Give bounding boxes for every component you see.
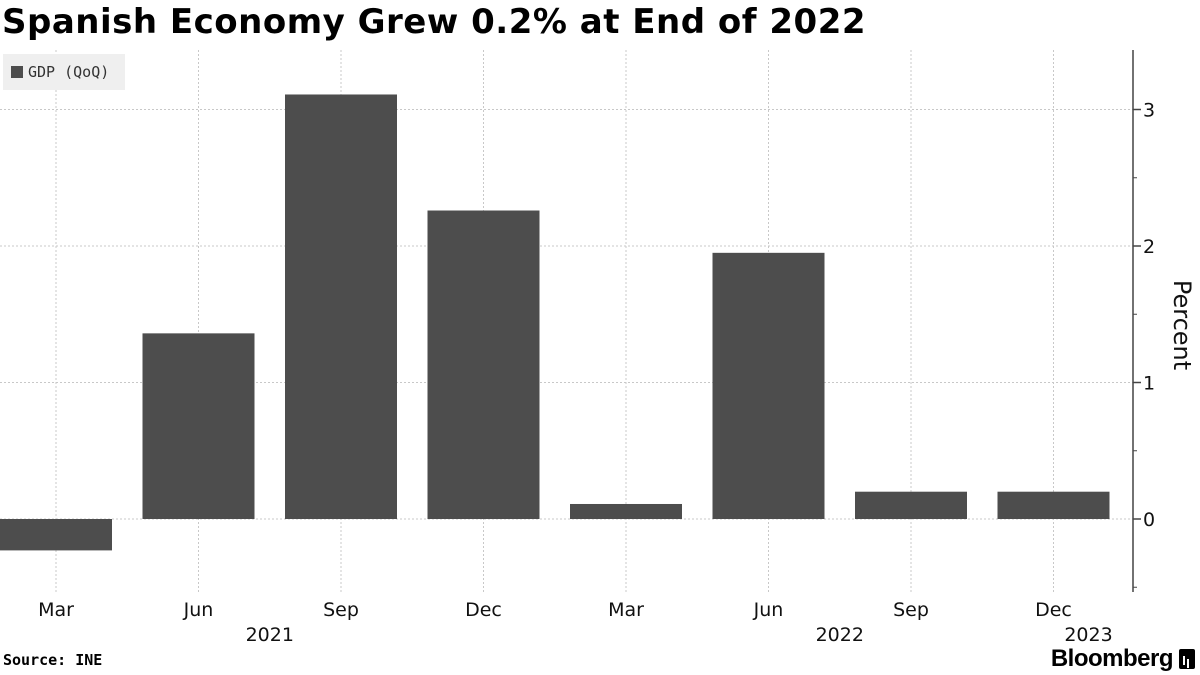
x-tick-label: Jun [753,599,784,621]
bar [0,519,112,551]
x-tick-label: Dec [465,599,502,621]
legend-label: GDP (QoQ) [28,63,110,81]
x-axis-labels: Mar Jun Sep Dec Mar Jun Sep Dec 2021 2022 2023 [38,599,1113,646]
x-tick-label: Sep [893,599,929,621]
x-year-label: 2022 [816,624,864,646]
bar [997,491,1110,519]
brand-logo: Bloomberg [1051,645,1195,673]
bar [855,491,967,519]
legend: GDP (QoQ) [3,54,125,90]
bar [427,210,540,519]
y-axis: 0 1 2 3 Percent [1132,50,1196,592]
y-tick-label: 0 [1143,509,1155,531]
x-year-label: 2021 [246,624,294,646]
legend-swatch [11,66,23,78]
bar [570,503,682,519]
bar [285,94,397,520]
x-tick-label: Mar [38,599,74,621]
y-tick-label: 3 [1143,100,1155,122]
x-tick-label: Mar [608,599,644,621]
x-tick-label: Sep [323,599,359,621]
y-tick-label: 1 [1143,373,1155,395]
y-tick-label: 2 [1143,236,1155,258]
x-year-label: 2023 [1064,624,1112,646]
bar [142,333,255,519]
x-tick-label: Jun [183,599,214,621]
bloomberg-terminal-icon [1179,649,1195,669]
chart-title: Spanish Economy Grew 0.2% at End of 2022 [2,2,867,42]
bar [712,252,825,519]
brand-name: Bloomberg [1050,645,1174,672]
y-axis-label: Percent [1168,280,1196,370]
source-note: Source: INE [3,651,103,669]
bars [0,94,1110,551]
x-tick-label: Dec [1035,599,1072,621]
